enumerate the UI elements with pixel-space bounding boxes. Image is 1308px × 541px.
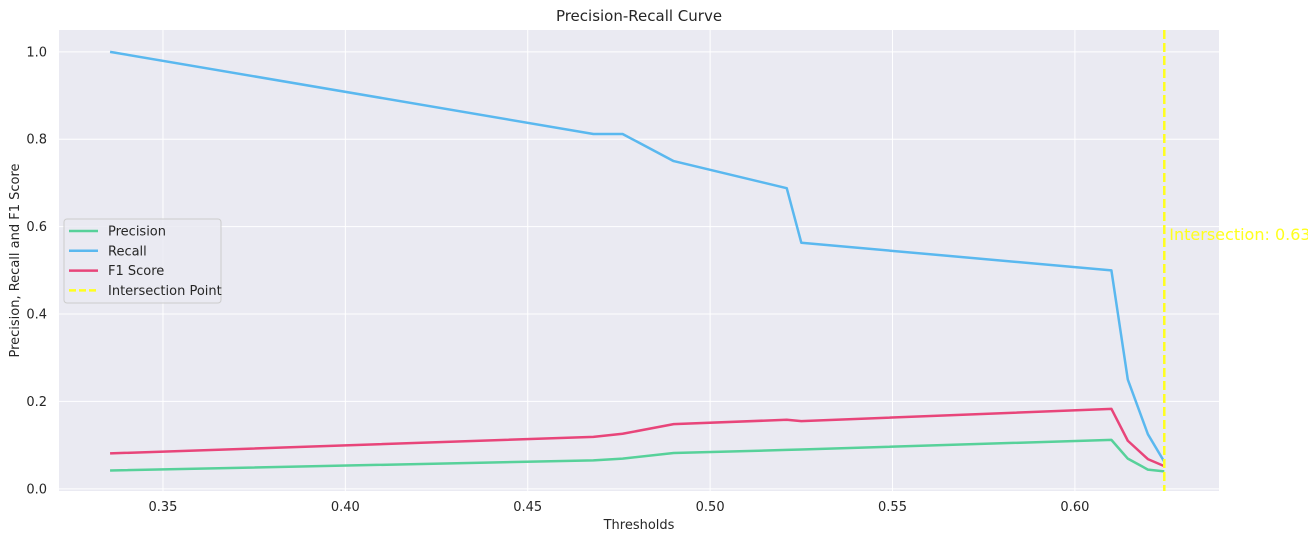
x-tick-label: 0.35 xyxy=(148,500,177,515)
x-tick-label: 0.40 xyxy=(331,500,360,515)
recall-line xyxy=(109,50,1166,463)
legend-label-f1-score: F1 Score xyxy=(108,264,164,279)
intersection-annotation: Intersection: 0.63 xyxy=(1169,225,1308,244)
x-tick-label: 0.60 xyxy=(1060,500,1089,515)
legend-box xyxy=(63,218,222,304)
y-tick-label: 0.4 xyxy=(26,308,47,323)
y-tick-label: 1.0 xyxy=(26,45,47,60)
y-tick-label: 0.8 xyxy=(26,133,47,148)
x-tick-label: 0.45 xyxy=(513,500,542,515)
precision-line xyxy=(110,438,1165,473)
y-axis-label: Precision, Recall and F1 Score xyxy=(8,163,23,357)
tick-labels: 0.35 0.40 0.45 0.50 0.55 0.60 0.0 0.2 0.4 0.6 0.8 1… xyxy=(26,45,1089,515)
legend-label-intersection-point: Intersection Point xyxy=(108,284,222,299)
plot-area xyxy=(59,30,1219,491)
x-tick-label: 0.55 xyxy=(878,500,907,515)
y-tick-label: 0.0 xyxy=(26,482,47,497)
y-tick-label: 0.2 xyxy=(26,395,47,410)
f1-score-line xyxy=(110,407,1165,468)
legend-label-precision: Precision xyxy=(108,225,166,240)
x-tick-label: 0.50 xyxy=(696,500,725,515)
series-lines xyxy=(109,50,1166,473)
chart-title: Precision-Recall Curve xyxy=(556,7,722,25)
grid-lines xyxy=(59,30,1219,491)
intersection-layer: Intersection: 0.63 xyxy=(1163,30,1308,491)
y-tick-label: 0.6 xyxy=(26,220,47,235)
legend: Precision Recall F1 Score Intersection Poin… xyxy=(63,218,222,304)
legend-label-recall: Recall xyxy=(108,244,147,259)
x-axis-label: Thresholds xyxy=(603,518,675,533)
